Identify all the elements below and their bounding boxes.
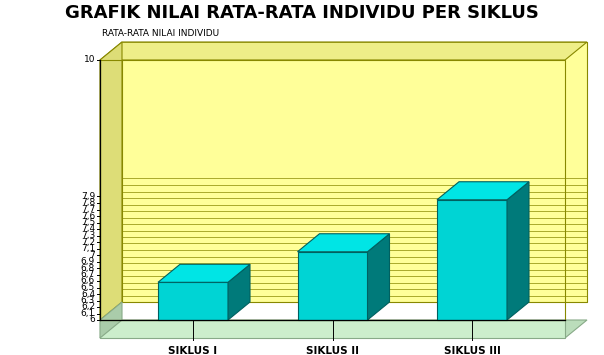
- Polygon shape: [298, 252, 367, 320]
- Text: 6,3: 6,3: [81, 296, 95, 305]
- Text: SIKLUS II: SIKLUS II: [306, 346, 359, 355]
- Text: 6,4: 6,4: [81, 289, 95, 299]
- Text: 6,5: 6,5: [81, 283, 95, 292]
- Text: GRAFIK NILAI RATA-RATA INDIVIDU PER SIKLUS: GRAFIK NILAI RATA-RATA INDIVIDU PER SIKL…: [65, 4, 539, 22]
- Text: 6,7: 6,7: [81, 270, 95, 279]
- Text: 6,9: 6,9: [81, 257, 95, 266]
- Text: 6,6: 6,6: [81, 277, 95, 285]
- Text: 7,6: 7,6: [81, 212, 95, 220]
- Polygon shape: [158, 264, 250, 282]
- Polygon shape: [367, 234, 390, 320]
- Text: 7,1: 7,1: [81, 244, 95, 253]
- Text: 7: 7: [89, 251, 95, 260]
- Polygon shape: [437, 200, 507, 320]
- Text: 7,9: 7,9: [81, 192, 95, 201]
- Text: 6,8: 6,8: [81, 263, 95, 273]
- Text: SIKLUS III: SIKLUS III: [443, 346, 501, 355]
- Text: 7,5: 7,5: [81, 218, 95, 227]
- Text: 7,7: 7,7: [81, 205, 95, 214]
- Text: 10: 10: [83, 55, 95, 65]
- Text: SIKLUS I: SIKLUS I: [169, 346, 217, 355]
- Polygon shape: [100, 320, 565, 338]
- Polygon shape: [507, 182, 529, 320]
- Text: 6,1: 6,1: [81, 309, 95, 318]
- Text: 6: 6: [89, 316, 95, 324]
- Polygon shape: [100, 42, 122, 320]
- Polygon shape: [228, 264, 250, 320]
- Polygon shape: [158, 282, 228, 320]
- Text: 6,2: 6,2: [81, 302, 95, 311]
- Text: 7,4: 7,4: [81, 224, 95, 234]
- Polygon shape: [100, 302, 122, 338]
- Polygon shape: [100, 42, 587, 60]
- Text: 7,3: 7,3: [81, 231, 95, 240]
- Polygon shape: [100, 320, 587, 338]
- Text: RATA-RATA NILAI INDIVIDU: RATA-RATA NILAI INDIVIDU: [102, 29, 219, 38]
- Polygon shape: [122, 42, 587, 302]
- Text: 7,2: 7,2: [81, 237, 95, 246]
- Polygon shape: [437, 182, 529, 200]
- Polygon shape: [298, 234, 390, 252]
- Text: 7,8: 7,8: [81, 198, 95, 208]
